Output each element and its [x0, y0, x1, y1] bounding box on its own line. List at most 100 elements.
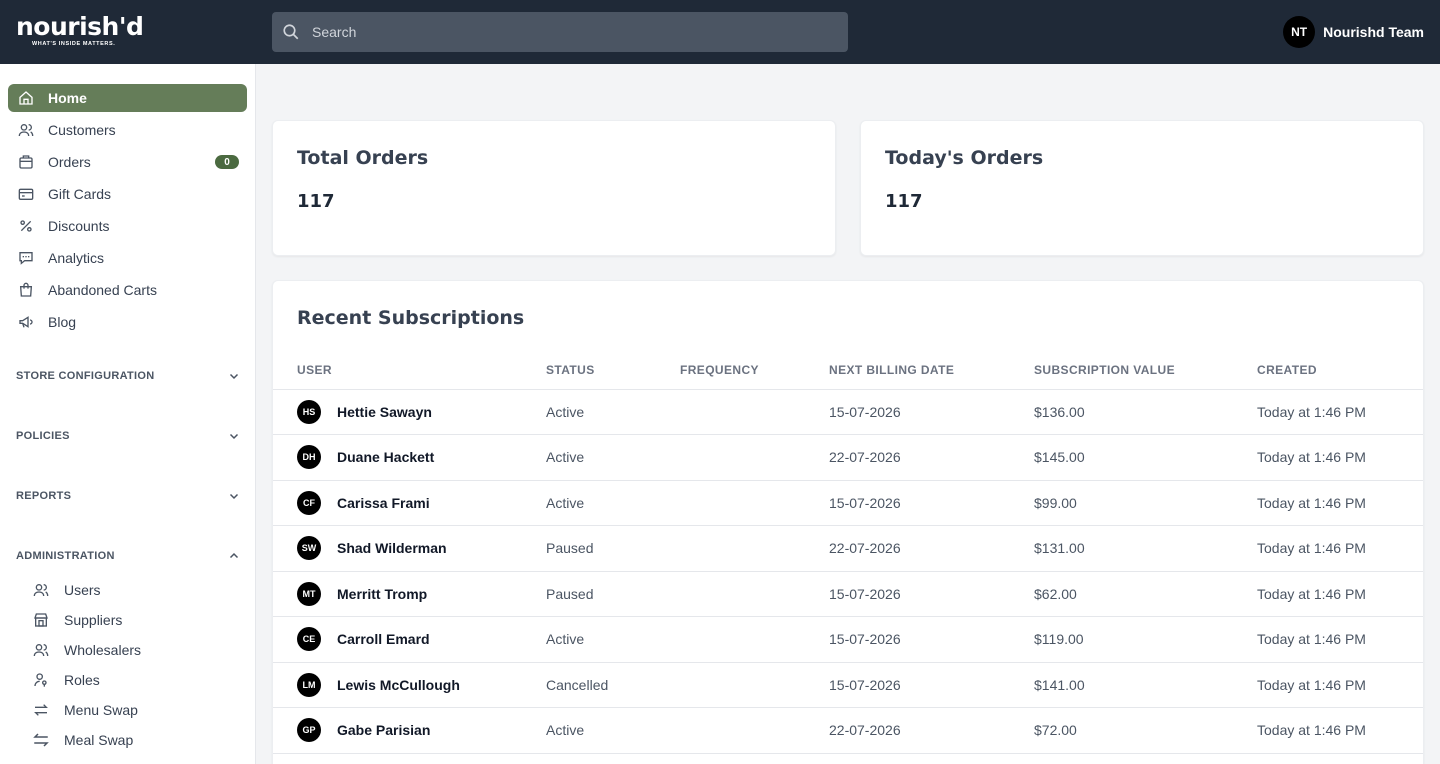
section-label: STORE CONFIGURATION — [16, 370, 155, 382]
sidebar: Home Customers Orders 0 Gift Cards Disco… — [0, 64, 256, 764]
created-cell: Today at 1:46 PM — [1257, 389, 1423, 435]
gift-card-icon — [18, 186, 34, 202]
user-name[interactable]: Nourishd Team — [1323, 24, 1424, 40]
sidebar-item-customers[interactable]: Customers — [8, 116, 247, 144]
user-name[interactable]: Gabe Parisian — [337, 722, 431, 739]
sidebar-item-home[interactable]: Home — [8, 84, 247, 112]
user-cell[interactable]: MT Merritt Tromp — [273, 571, 546, 617]
subscription-value-cell: $62.00 — [1034, 571, 1257, 617]
todays-orders-label: Today's Orders — [885, 147, 1044, 169]
users-icon — [18, 122, 34, 138]
sidebar-item-label: Gift Cards — [48, 186, 112, 202]
table-row[interactable]: GP Gabe Parisian Active 22-07-2026 $72.00 Tod… — [273, 707, 1423, 754]
recent-subscriptions-card: Recent Subscriptions USER STATUS FREQUEN… — [272, 280, 1424, 764]
swap-alt-icon — [32, 731, 50, 749]
column-header-next-billing-date[interactable]: NEXT BILLING DATE — [829, 351, 1034, 390]
created-cell: Today at 1:46 PM — [1257, 525, 1423, 572]
frequency-cell — [680, 707, 829, 754]
search-input[interactable] — [312, 12, 832, 52]
logo-wordmark: nourish'd — [16, 12, 144, 41]
user-cell[interactable]: CF Carissa Frami — [273, 480, 546, 526]
sidebar-item-meal-swap[interactable]: Meal Swap — [32, 728, 232, 752]
shopping-bag-icon — [18, 282, 34, 298]
user-name[interactable]: Merritt Tromp — [337, 585, 428, 602]
section-policies[interactable]: POLICIES — [16, 426, 240, 446]
next-billing-cell: 22-07-2026 — [829, 525, 1034, 572]
home-icon — [18, 90, 34, 106]
table-row[interactable]: CF Carissa Frami Active 15-07-2026 $99.00 Tod… — [273, 480, 1423, 526]
user-name[interactable]: Duane Hackett — [337, 449, 435, 466]
section-reports[interactable]: REPORTS — [16, 486, 240, 506]
created-cell: Today at 1:46 PM — [1257, 571, 1423, 617]
sidebar-item-wholesalers[interactable]: Wholesalers — [32, 638, 232, 662]
user-name[interactable]: Hettie Sawayn — [337, 403, 432, 420]
sidebar-item-menu-swap[interactable]: Menu Swap — [32, 698, 232, 722]
section-store-configuration[interactable]: STORE CONFIGURATION — [16, 366, 240, 386]
sidebar-item-roles[interactable]: Roles — [32, 668, 232, 692]
user-name[interactable]: Carroll Emard — [337, 631, 430, 648]
user-cell[interactable]: HS Hettie Sawayn — [273, 389, 546, 435]
total-orders-value: 117 — [297, 191, 335, 212]
status-cell: Paused — [546, 571, 680, 617]
subscription-value-cell: $99.00 — [1034, 480, 1257, 526]
chevron-up-icon — [229, 552, 239, 559]
frequency-cell — [680, 389, 829, 435]
percent-icon — [18, 218, 34, 234]
key-user-icon — [32, 671, 50, 689]
table-row[interactable]: MT Merritt Tromp Paused 15-07-2026 $62.00 Tod… — [273, 571, 1423, 617]
subscription-value-cell: $136.00 — [1034, 389, 1257, 435]
avatar: SW — [297, 536, 321, 561]
frequency-cell — [680, 434, 829, 481]
column-header-status[interactable]: STATUS — [546, 351, 680, 390]
column-header-frequency[interactable]: FREQUENCY — [680, 351, 829, 390]
section-label: ADMINISTRATION — [16, 550, 115, 562]
user-name[interactable]: Lewis McCullough — [337, 676, 460, 693]
sidebar-item-users[interactable]: Users — [32, 578, 232, 602]
table-row[interactable]: HS Hettie Sawayn Active 15-07-2026 $136.00 To… — [273, 389, 1423, 435]
sidebar-item-suppliers[interactable]: Suppliers — [32, 608, 232, 632]
user-cell[interactable]: CE Carroll Emard — [273, 616, 546, 663]
column-header-user[interactable]: USER — [273, 351, 546, 390]
user-cell[interactable]: SW Shad Wilderman — [273, 525, 546, 572]
created-cell: Today at 1:46 PM — [1257, 434, 1423, 481]
subscription-value-cell: $72.00 — [1034, 707, 1257, 754]
sidebar-item-gift-cards[interactable]: Gift Cards — [8, 180, 247, 208]
table-row[interactable]: LM Lewis McCullough Cancelled 15-07-2026 $14… — [273, 662, 1423, 708]
chevron-down-icon — [229, 433, 239, 440]
column-header-created[interactable]: CREATED — [1257, 351, 1423, 390]
column-header-subscription-value[interactable]: SUBSCRIPTION VALUE — [1034, 351, 1257, 390]
user-name[interactable]: Carissa Frami — [337, 494, 430, 511]
sidebar-item-label: Meal Swap — [64, 732, 134, 748]
user-menu[interactable]: NT Nourishd Team — [1283, 16, 1424, 48]
logo[interactable]: nourish'd WHAT'S INSIDE MATTERS. — [16, 12, 144, 50]
avatar: LM — [297, 672, 321, 697]
next-billing-cell: 15-07-2026 — [829, 616, 1034, 663]
sidebar-item-abandoned-carts[interactable]: Abandoned Carts — [8, 276, 247, 304]
sidebar-item-label: Roles — [64, 672, 100, 688]
avatar: MT — [297, 581, 321, 606]
created-cell: Today at 1:46 PM — [1257, 662, 1423, 708]
sidebar-item-orders[interactable]: Orders 0 — [8, 148, 247, 176]
user-cell[interactable]: GP Gabe Parisian — [273, 707, 546, 754]
sidebar-item-blog[interactable]: Blog — [8, 308, 247, 336]
chevron-down-icon — [229, 493, 239, 500]
subscription-value-cell: $145.00 — [1034, 434, 1257, 481]
search-bar[interactable] — [272, 12, 848, 52]
users-icon — [32, 641, 50, 659]
table-row[interactable]: DH Duane Hackett Active 22-07-2026 $145.00 To… — [273, 434, 1423, 481]
sidebar-item-analytics[interactable]: Analytics — [8, 244, 247, 272]
user-cell[interactable]: DH Duane Hackett — [273, 434, 546, 481]
swap-icon — [32, 701, 50, 719]
user-cell[interactable]: LM Lewis McCullough — [273, 662, 546, 708]
section-administration[interactable]: ADMINISTRATION — [16, 546, 240, 566]
sidebar-item-label: Abandoned Carts — [48, 282, 157, 298]
user-name[interactable]: Shad Wilderman — [337, 540, 447, 557]
next-billing-cell: 15-07-2026 — [829, 480, 1034, 526]
sidebar-item-label: Users — [64, 582, 101, 598]
table-row[interactable]: SW Shad Wilderman Paused 22-07-2026 $131.00 T… — [273, 525, 1423, 572]
avatar[interactable]: NT — [1283, 16, 1316, 48]
logo-tagline: WHAT'S INSIDE MATTERS. — [32, 41, 116, 47]
section-label: REPORTS — [16, 490, 72, 502]
table-row[interactable]: CE Carroll Emard Active 15-07-2026 $119.00 To… — [273, 616, 1423, 663]
sidebar-item-discounts[interactable]: Discounts — [8, 212, 247, 240]
